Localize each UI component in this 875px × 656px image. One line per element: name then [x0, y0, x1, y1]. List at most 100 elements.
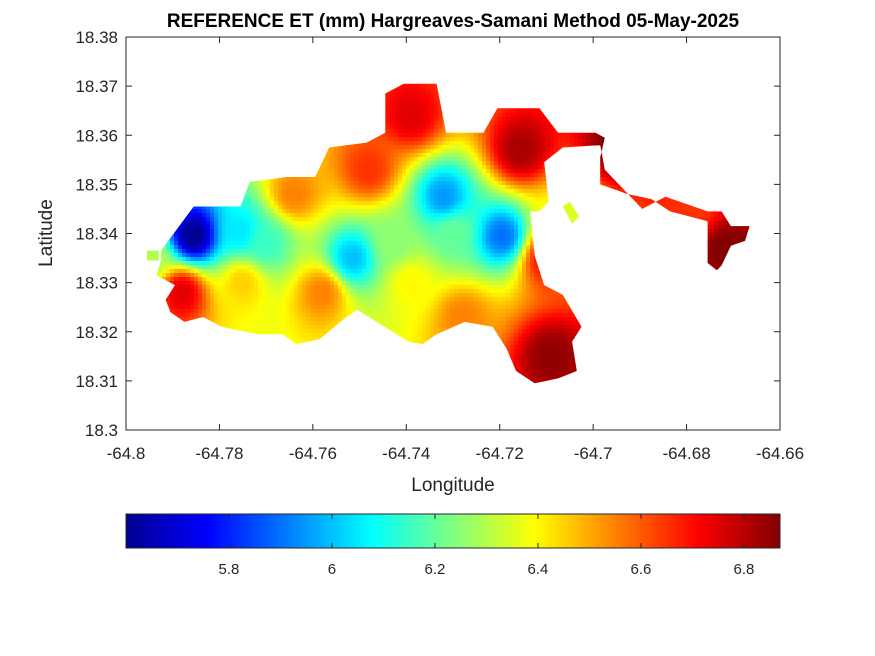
et-cell — [402, 101, 407, 106]
et-cell — [346, 149, 351, 154]
et-cell — [494, 109, 499, 114]
et-cell — [342, 145, 347, 150]
et-cell — [494, 141, 499, 146]
et-cell — [518, 145, 523, 150]
et-cell — [486, 125, 491, 130]
et-cell — [526, 113, 531, 118]
et-cell — [490, 129, 495, 134]
et-cell — [514, 109, 519, 114]
et-cell — [406, 141, 411, 146]
et-cell — [414, 137, 419, 142]
et-cell — [466, 149, 471, 154]
et-cell — [494, 113, 499, 118]
et-cell — [534, 137, 539, 142]
et-cell — [482, 133, 487, 138]
et-cell — [490, 121, 495, 126]
et-cell — [526, 125, 531, 130]
et-cell — [458, 133, 463, 138]
et-cell — [562, 133, 567, 138]
et-cell — [386, 93, 391, 98]
et-cell — [386, 133, 391, 138]
et-cell — [530, 121, 535, 126]
et-cell — [410, 149, 415, 154]
et-cell — [398, 109, 403, 114]
et-cell — [550, 125, 555, 130]
et-cell — [422, 129, 427, 134]
et-cell — [542, 141, 547, 146]
et-cell — [510, 153, 515, 158]
et-cell — [410, 113, 415, 118]
et-cell — [342, 157, 347, 162]
et-cell — [366, 149, 371, 154]
et-cell — [422, 89, 427, 94]
et-cell — [518, 129, 523, 134]
et-cell — [534, 109, 539, 114]
et-cell — [426, 153, 431, 158]
et-cell — [494, 133, 499, 138]
et-cell — [510, 109, 515, 114]
et-cell — [418, 117, 423, 122]
et-cell — [366, 153, 371, 158]
et-cell — [522, 121, 527, 126]
et-cell — [582, 133, 587, 138]
et-cell — [486, 129, 491, 134]
et-cell — [418, 157, 423, 162]
et-cell — [498, 117, 503, 122]
et-cell — [398, 117, 403, 122]
et-cell — [542, 117, 547, 122]
et-cell — [410, 133, 415, 138]
et-cell — [510, 117, 515, 122]
et-cell — [426, 109, 431, 114]
et-cell — [434, 89, 439, 94]
et-cell — [406, 129, 411, 134]
et-cell — [326, 157, 331, 162]
et-cell — [554, 137, 559, 142]
et-cell — [382, 145, 387, 150]
et-cell — [526, 145, 531, 150]
et-cell — [414, 97, 419, 102]
et-cell — [430, 93, 435, 98]
et-cell — [390, 133, 395, 138]
et-cell — [522, 109, 527, 114]
et-cell — [510, 133, 515, 138]
et-cell — [402, 113, 407, 118]
et-cell — [414, 113, 419, 118]
et-cell — [546, 145, 551, 150]
et-cell — [502, 141, 507, 146]
et-cell — [410, 117, 415, 122]
et-cell — [518, 113, 523, 118]
et-cell — [430, 125, 435, 130]
et-cell — [442, 125, 447, 130]
et-cell — [418, 109, 423, 114]
et-cell — [394, 109, 399, 114]
et-cell — [470, 141, 475, 146]
et-cell — [418, 137, 423, 142]
et-cell — [414, 85, 419, 90]
et-cell — [398, 125, 403, 130]
et-cell — [530, 109, 535, 114]
et-cell — [430, 83, 435, 86]
et-cell — [374, 137, 379, 142]
et-cell — [506, 145, 511, 150]
et-cell — [510, 141, 515, 146]
et-cell — [514, 141, 519, 146]
et-cell — [370, 149, 375, 154]
et-cell — [546, 133, 551, 138]
et-cell — [474, 141, 479, 146]
et-cell — [418, 83, 423, 86]
et-cell — [438, 109, 443, 114]
et-cell — [410, 137, 415, 142]
et-cell — [406, 83, 411, 86]
et-cell — [458, 149, 463, 154]
et-cell — [498, 113, 503, 118]
et-cell — [550, 129, 555, 134]
et-cell — [426, 129, 431, 134]
et-cell — [426, 105, 431, 110]
et-cell — [434, 125, 439, 130]
et-cell — [338, 157, 343, 162]
et-cell — [430, 97, 435, 102]
et-cell — [422, 153, 427, 158]
et-cell — [414, 83, 419, 86]
et-cell — [514, 153, 519, 158]
et-cell — [554, 145, 559, 150]
